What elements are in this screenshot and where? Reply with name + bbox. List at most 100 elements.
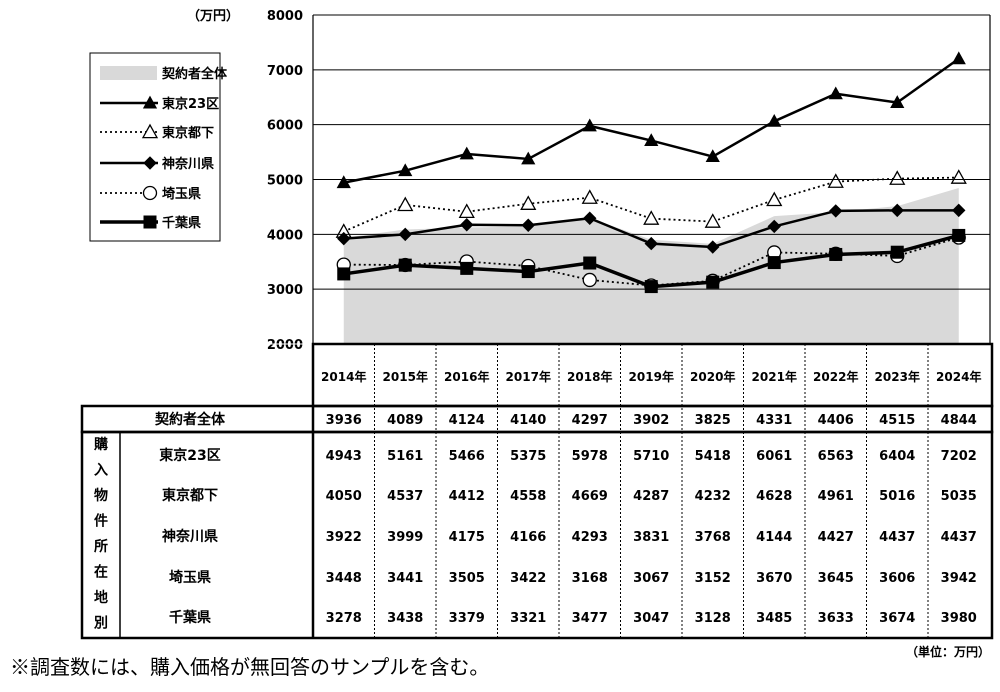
- table-cell: 4144: [756, 530, 792, 545]
- legend-marker: [143, 215, 157, 229]
- table-cell: 4427: [818, 530, 854, 545]
- data-point: [644, 236, 658, 251]
- table-cell: 3438: [387, 611, 423, 626]
- year-header: 2015年: [383, 369, 428, 384]
- y-tick-label: 2000: [267, 338, 303, 353]
- row-label-東京23区: 東京23区: [159, 447, 220, 464]
- data-point: [767, 256, 781, 270]
- data-point: [890, 203, 904, 218]
- y-tick-label: 3000: [267, 283, 303, 298]
- data-point: [521, 265, 535, 279]
- legend-label: 東京都下: [162, 125, 214, 141]
- legend-marker: [142, 185, 158, 201]
- data-point: [706, 240, 720, 254]
- year-header: 2020年: [690, 369, 735, 384]
- table-cell: 3999: [387, 530, 423, 545]
- data-point: [521, 218, 535, 232]
- data-point: [644, 280, 658, 294]
- table-cell: 7202: [941, 449, 977, 464]
- data-point: [644, 133, 659, 147]
- row-label-千葉県: 千葉県: [169, 609, 211, 626]
- table-cell: 3448: [326, 571, 362, 586]
- legend-item-神奈川県: 神奈川県: [100, 156, 214, 172]
- table-cell: 4050: [326, 489, 362, 504]
- data-point: [398, 258, 412, 272]
- table-cell: 4844: [941, 413, 977, 428]
- table-cell: 5978: [572, 449, 608, 464]
- table-cell: 5710: [633, 449, 669, 464]
- vertical-label-char: 別: [93, 616, 108, 632]
- legend-marker: [143, 156, 157, 170]
- y-axis: 8000 7000 6000 5000 4000 3000 2000 （万円）: [187, 8, 991, 353]
- table-cell: 4175: [449, 530, 485, 545]
- data-point: [767, 113, 782, 127]
- table-cell: 3047: [633, 611, 669, 626]
- data-point: [583, 211, 597, 225]
- data-point: [460, 218, 474, 232]
- data-point: [704, 213, 721, 228]
- legend-label: 千葉県: [162, 215, 201, 231]
- y-tick-label: 5000: [267, 174, 303, 189]
- line-series-東京都下: [335, 169, 967, 238]
- table-cell: 3831: [633, 530, 669, 545]
- legend-label: 神奈川県: [162, 156, 214, 172]
- table-cell: 4293: [572, 530, 608, 545]
- vertical-label-char: 物: [94, 487, 108, 504]
- table-cell: 3980: [941, 611, 977, 626]
- table-cell: 3674: [879, 611, 915, 626]
- data-point: [951, 51, 966, 65]
- data-point: [706, 275, 720, 289]
- table-cell: 5418: [695, 449, 731, 464]
- table-cell: 3067: [633, 571, 669, 586]
- legend-item-東京23区: 東京23区: [100, 95, 219, 112]
- data-point: [397, 196, 414, 212]
- table-cell: 4669: [572, 489, 608, 504]
- table-cell: 3152: [695, 571, 731, 586]
- table-cell: 4406: [818, 413, 854, 428]
- series-line: [343, 57, 960, 184]
- data-point: [582, 272, 597, 288]
- table-cell: 4628: [756, 489, 792, 504]
- line-series-東京23区: [336, 51, 966, 189]
- plot-area: [335, 51, 967, 344]
- year-header: 2014年: [321, 369, 366, 384]
- vertical-label-char: 所: [94, 538, 108, 555]
- y-tick-label: 8000: [267, 9, 303, 24]
- data-point: [581, 189, 598, 204]
- table-cell: 5016: [879, 489, 915, 504]
- vertical-label-char: 地: [94, 589, 108, 606]
- table-cell: 3128: [695, 611, 731, 626]
- table-cell: 4515: [879, 413, 915, 428]
- data-point: [337, 231, 351, 246]
- legend-marker: [142, 95, 158, 109]
- table-cell: 3645: [818, 571, 854, 586]
- data-point: [583, 256, 597, 270]
- table-cell: 5375: [510, 449, 546, 464]
- table-cell: 3936: [326, 413, 362, 428]
- region-rows-frame: [80, 430, 994, 640]
- data-point: [829, 247, 843, 261]
- table-cell: 4232: [695, 489, 731, 504]
- table-cell: 6061: [756, 449, 792, 464]
- table-cell: 3441: [387, 571, 423, 586]
- data-point: [643, 210, 660, 225]
- table-cell: 5161: [387, 449, 423, 464]
- table-cell: 3168: [572, 571, 608, 586]
- data-point: [828, 86, 843, 100]
- table-cell: 3606: [879, 571, 915, 586]
- table-cell: 4140: [510, 413, 546, 428]
- table-cell: 4166: [510, 530, 546, 545]
- table-cell: 5035: [941, 489, 977, 504]
- vertical-label-char: 購: [93, 436, 108, 453]
- year-header: 2023年: [875, 369, 920, 384]
- area-series-契約者全体: [343, 188, 959, 344]
- legend-label: 東京23区: [162, 96, 219, 112]
- vertical-label-char: 入: [94, 463, 108, 479]
- table-cell: 5466: [449, 449, 485, 464]
- data-point: [952, 203, 966, 218]
- data-point: [337, 267, 351, 281]
- data-point: [460, 261, 474, 275]
- data-point: [398, 163, 413, 177]
